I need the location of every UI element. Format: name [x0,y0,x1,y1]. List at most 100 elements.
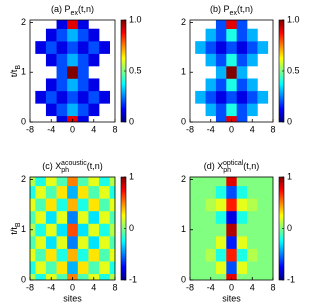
heatmap-cell [67,248,79,262]
heatmap-cell [67,78,79,92]
heatmap-cell [205,210,217,224]
y-tick-label: 2 [21,17,26,27]
x-tick-label: 0 [229,124,234,134]
heatmap-cell [247,185,258,199]
heatmap-cell [99,236,110,249]
heatmap-cell [247,210,258,224]
y-axis-label: t/tB [9,65,21,78]
heatmap-cell [45,90,57,104]
heatmap [190,177,273,280]
heatmap-cell [88,248,100,262]
heatmap-cell [195,248,206,262]
heatmap-cell [67,90,79,104]
heatmap-cell [56,223,68,237]
heatmap-cell [247,53,258,67]
x-tick-label: -4 [47,282,55,292]
x-tick-label: -4 [47,124,55,134]
heatmap-cell [45,198,57,212]
heatmap-cell [99,210,110,224]
text-part: ex [71,10,79,17]
heatmap-cell [30,185,36,199]
heatmap-cell [257,41,269,54]
x-tick-label: 8 [112,124,117,134]
heatmap-cell [56,103,68,117]
heatmap-cell [205,236,217,249]
heatmap-cell [109,236,115,249]
heatmap-cell [67,261,79,275]
heatmap-cell [236,210,248,224]
heatmap-cell [226,198,237,212]
heatmap-cell [99,261,110,275]
text-part: (b) P [210,4,230,14]
heatmap-cell [205,223,217,237]
heatmap-cell [195,273,206,280]
heatmap-cell [56,41,68,54]
heatmap-cell [109,185,115,199]
heatmap-cell [67,177,79,187]
x-axis-label: sites [222,293,241,303]
text-part: ex [230,10,238,17]
heatmap-cell [215,198,227,212]
heatmap-cell [77,66,89,79]
heatmap-cell [109,177,115,187]
text-part: (c) X [42,161,61,171]
heatmap-cell [88,185,100,199]
heatmap-cell [267,261,273,275]
heatmap-cell [45,28,57,42]
heatmap-cell [67,53,79,67]
x-axis-label: sites [63,293,82,303]
text-part: ph [223,167,231,174]
chart-title: (a) Pex(t,n) [51,4,94,16]
heatmap-cell [190,273,196,280]
y-axis-label: t/tB [9,222,21,235]
heatmap-cell [77,115,89,122]
heatmap-cell [215,115,227,122]
heatmap [195,20,269,122]
colorbar-tick-label: 1 [287,171,292,181]
heatmap-cell [267,273,273,280]
heatmap-cell [45,177,57,187]
heatmap-cell [236,28,248,42]
heatmap-cell [215,261,227,275]
heatmap-cell [247,103,258,117]
heatmap-cell [30,248,36,262]
heatmap-cell [267,177,273,187]
heatmap-cell [236,115,248,122]
heatmap-cell [67,210,79,224]
heatmap-cell [88,53,100,67]
heatmap-cell [35,185,47,199]
heatmap-cell [195,223,206,237]
heatmap-cell [257,273,269,280]
heatmap-cell [195,261,206,275]
colorbar-tick-label: 0.5 [129,65,142,75]
heatmap-cell [247,177,258,187]
heatmap-cell [77,248,89,262]
heatmap-cell [215,103,227,117]
heatmap-cell [45,273,57,280]
heatmap-cell [257,185,269,199]
heatmap-cell [88,78,100,92]
heatmap-cell [56,210,68,224]
heatmap-cell [195,210,206,224]
heatmap-cell [109,210,115,224]
heatmap-cell [45,248,57,262]
heatmap-cell [109,223,115,237]
heatmap-cell [88,236,100,249]
heatmap [30,177,115,280]
heatmap-cell [88,223,100,237]
heatmap-cell [267,185,273,199]
heatmap-cell [226,41,237,54]
colorbar-tick-label: 0 [129,116,134,126]
heatmap-cell [77,273,89,280]
heatmap-cell [247,261,258,275]
heatmap-cell [267,248,273,262]
heatmap-cell [77,210,89,224]
heatmap-cell [88,273,100,280]
heatmap-cell [67,103,79,117]
y-tick-label: 2 [181,17,186,27]
heatmap-cell [247,248,258,262]
heatmap-cell [88,28,100,42]
heatmap-cell [267,210,273,224]
heatmap-cell [35,210,47,224]
heatmap-cell [257,248,269,262]
